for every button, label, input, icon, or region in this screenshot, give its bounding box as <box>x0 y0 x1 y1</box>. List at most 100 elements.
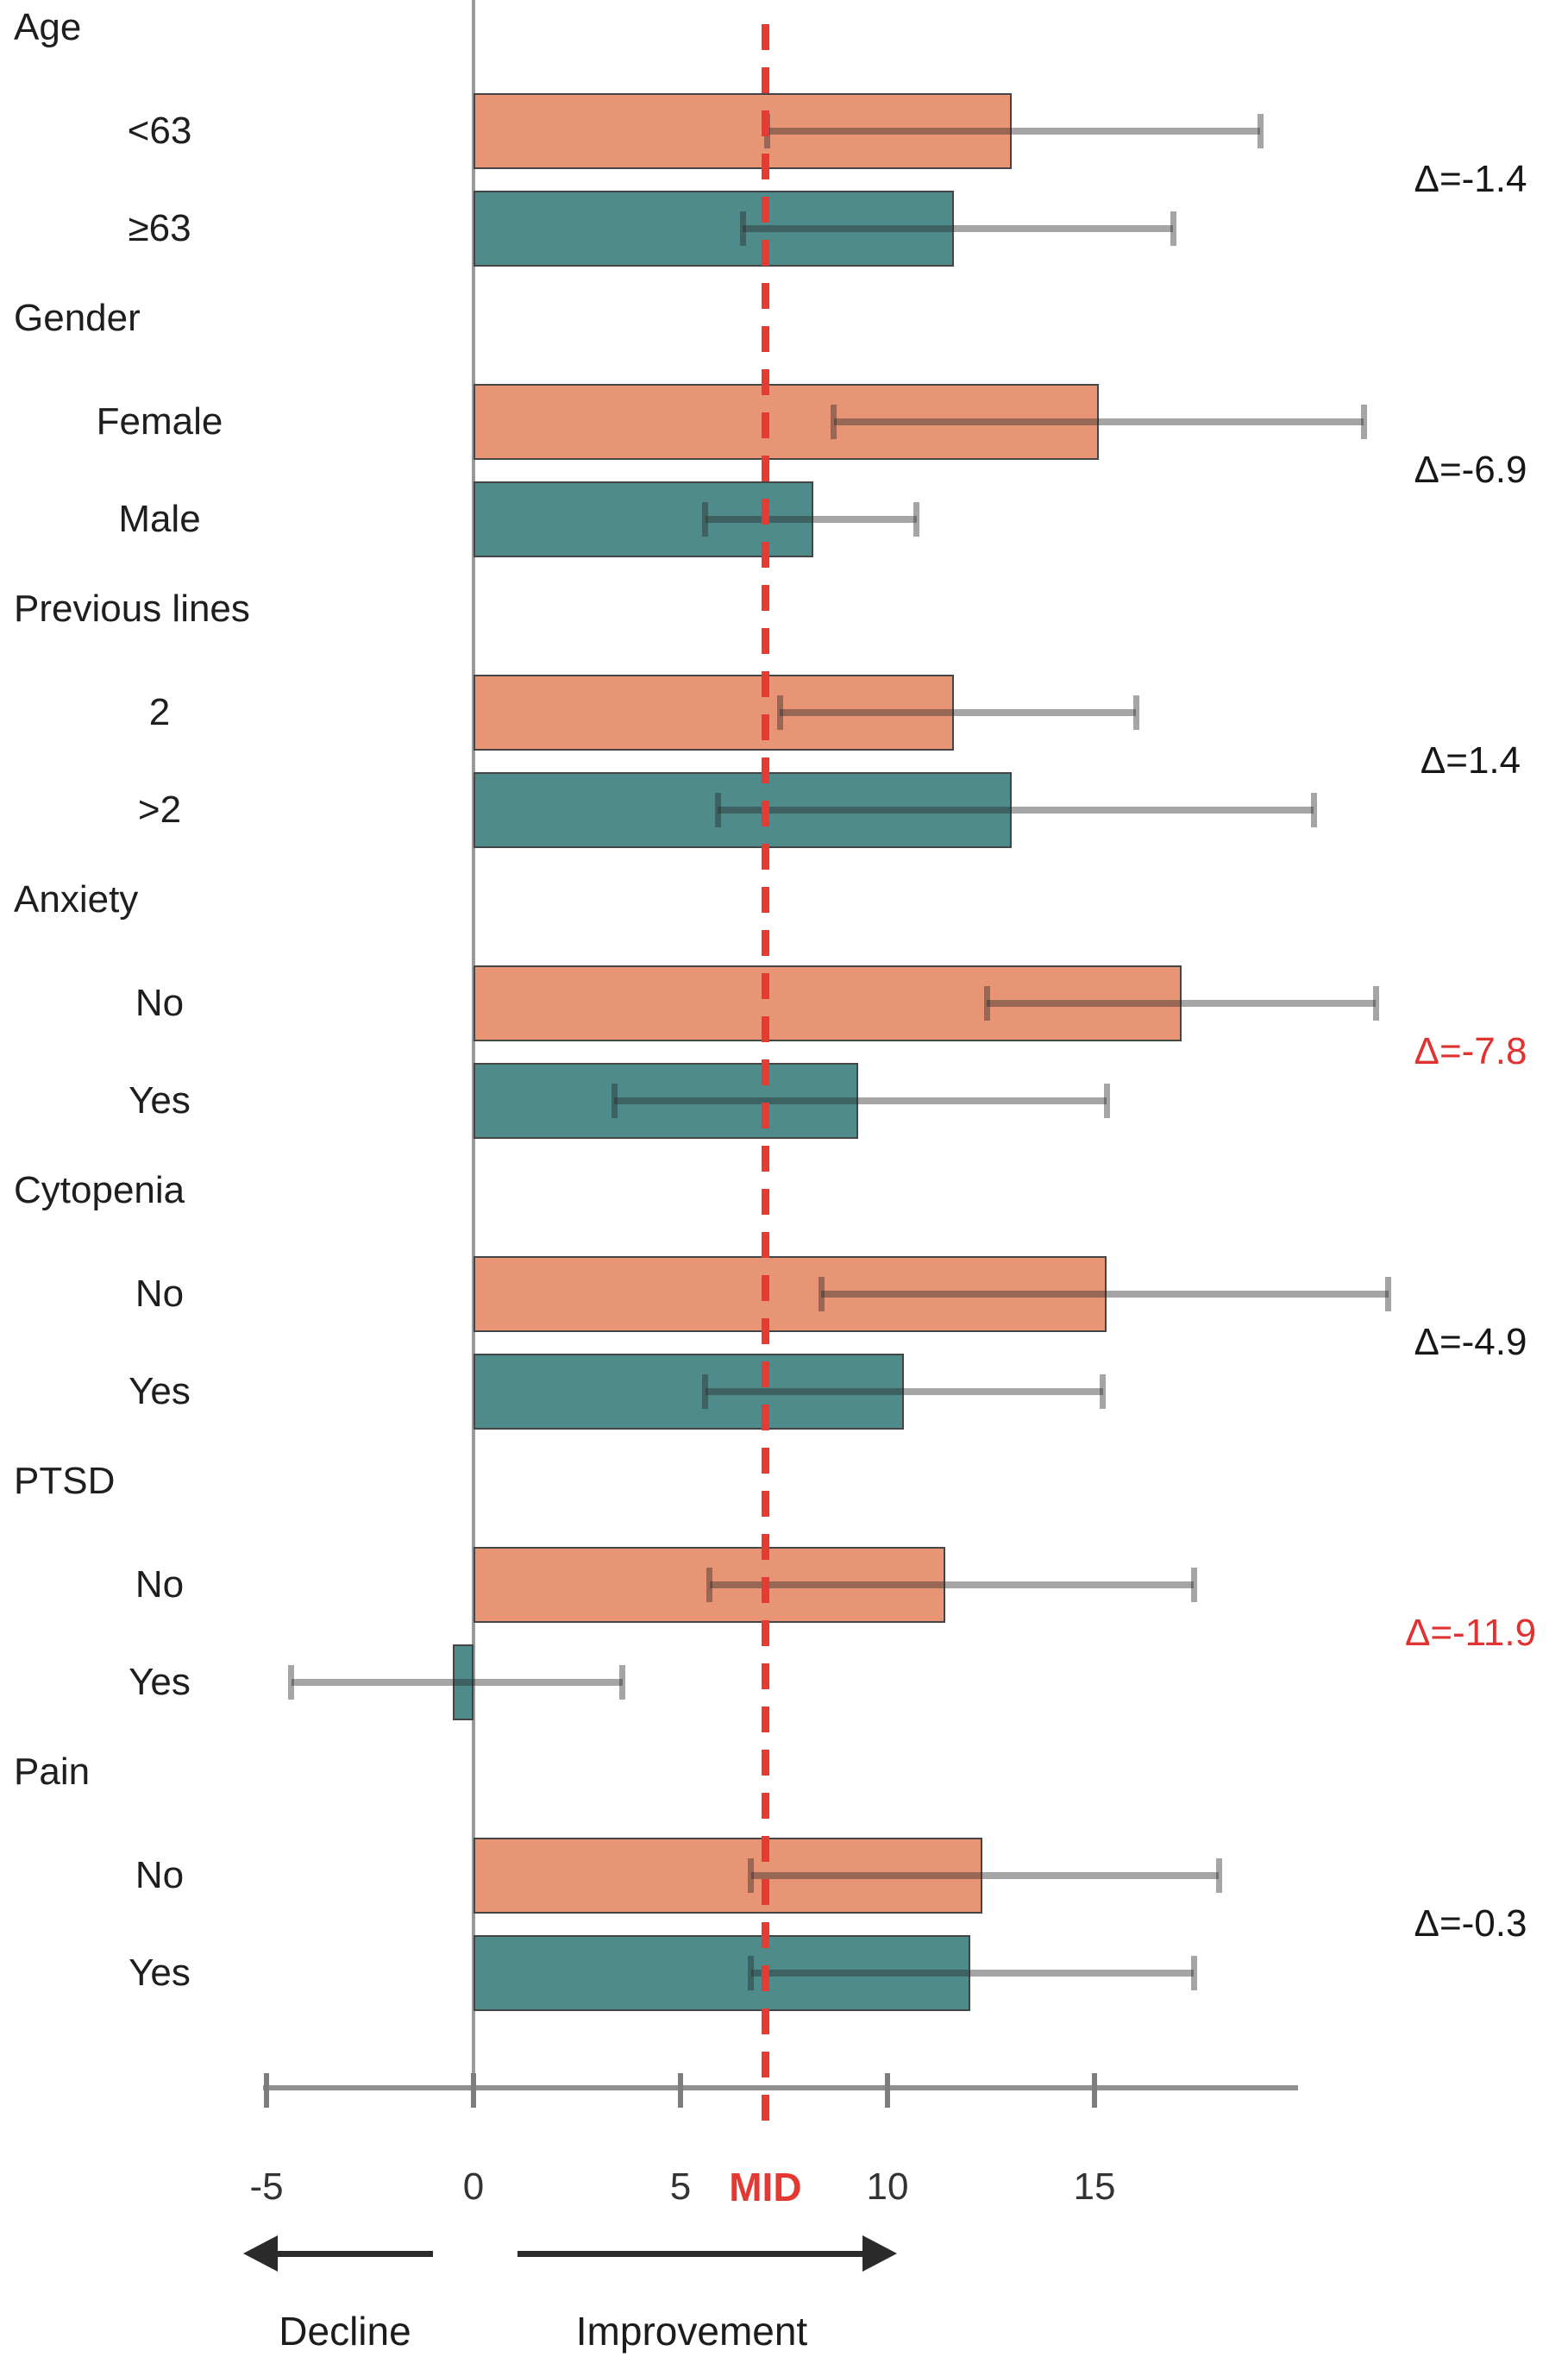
mid-reference-line <box>761 24 769 2121</box>
x-tick-mark <box>885 2073 890 2108</box>
group-label: Cytopenia <box>14 1169 185 1211</box>
bar-salmon <box>474 1838 983 1914</box>
error-bar-cap-high <box>1170 211 1176 246</box>
subgroup-label: Yes <box>129 1661 191 1703</box>
group-label: Pain <box>14 1751 91 1793</box>
decline-arrow-line <box>273 2251 433 2257</box>
error-bar <box>987 1000 1377 1007</box>
error-bar <box>821 1291 1389 1298</box>
improvement-arrow-head-icon <box>862 2235 897 2272</box>
error-bar-cap-high <box>1132 695 1139 730</box>
error-bar <box>750 1970 1195 1977</box>
error-bar-cap-high <box>1360 405 1367 439</box>
error-bar-cap-low <box>818 1277 825 1311</box>
error-bar-cap-low <box>702 1374 709 1409</box>
bar-salmon <box>474 1256 1107 1332</box>
improvement-label: Improvement <box>575 2309 808 2354</box>
error-bar-cap-low <box>776 695 783 730</box>
error-bar-cap-low <box>611 1084 618 1118</box>
error-bar <box>614 1097 1107 1104</box>
error-bar-cap-low <box>288 1665 295 1700</box>
subgroup-label: No <box>135 1854 185 1896</box>
subgroup-label: 2 <box>148 691 171 733</box>
zero-axis-line <box>472 0 475 2088</box>
subgroup-label: Male <box>118 498 201 540</box>
error-bar <box>780 709 1136 716</box>
decline-arrow-head-icon <box>243 2235 278 2272</box>
error-bar <box>767 128 1260 135</box>
delta-label: Δ=-6.9 <box>1414 449 1527 491</box>
subgroup-label: ≥63 <box>128 207 191 249</box>
x-tick-label: 0 <box>462 2165 485 2208</box>
x-tick-mark <box>264 2073 269 2108</box>
error-bar-cap-high <box>1190 1568 1197 1602</box>
bar-salmon <box>474 965 1182 1041</box>
decline-label: Decline <box>279 2309 411 2354</box>
error-bar <box>705 516 917 523</box>
subgroup-label: Yes <box>129 1370 191 1412</box>
error-bar <box>750 1872 1219 1879</box>
subgroup-label: Female <box>96 400 223 443</box>
error-bar-cap-low <box>748 1858 755 1893</box>
error-bar <box>718 807 1314 814</box>
error-bar <box>833 418 1364 425</box>
bar-teal <box>453 1644 474 1720</box>
group-label: Gender <box>14 297 141 339</box>
bar-salmon <box>474 675 954 751</box>
bar-teal <box>474 1063 859 1139</box>
error-bar-cap-low <box>831 405 837 439</box>
subgroup-label: No <box>135 1273 185 1315</box>
improvement-arrow-line <box>517 2251 862 2257</box>
error-bar-cap-low <box>739 211 746 246</box>
bar-teal <box>474 1935 970 2011</box>
error-bar-cap-high <box>619 1665 626 1700</box>
group-label: Age <box>14 6 82 48</box>
x-tick-mark <box>1092 2073 1097 2108</box>
x-tick-label: 5 <box>669 2165 692 2208</box>
error-bar-cap-high <box>1257 114 1264 148</box>
subgroup-label: Yes <box>129 1952 191 1994</box>
x-tick-label: 10 <box>866 2165 909 2208</box>
bar-teal <box>474 481 813 557</box>
error-bar <box>709 1581 1195 1588</box>
subgroup-label: Yes <box>129 1079 191 1122</box>
error-bar-cap-high <box>1215 1858 1222 1893</box>
bar-teal <box>474 772 1012 848</box>
error-bar <box>743 225 1174 232</box>
error-bar-cap-high <box>1372 986 1379 1021</box>
error-bar-cap-low <box>748 1956 755 1990</box>
delta-label: Δ=-11.9 <box>1404 1612 1537 1654</box>
x-tick-mark <box>471 2073 476 2108</box>
subgroup-label: No <box>135 982 185 1024</box>
subgroup-label: >2 <box>137 789 182 831</box>
error-bar-cap-low <box>702 502 709 537</box>
x-tick-mark <box>678 2073 683 2108</box>
subgroup-label: <63 <box>127 110 192 152</box>
x-tick-label: 15 <box>1073 2165 1116 2208</box>
error-bar-cap-high <box>1385 1277 1392 1311</box>
group-label: Anxiety <box>14 878 139 921</box>
bar-teal <box>474 1354 905 1430</box>
error-bar-cap-high <box>1190 1956 1197 1990</box>
bar-salmon <box>474 93 1012 169</box>
x-tick-label: -5 <box>249 2165 284 2208</box>
bar-salmon <box>474 1547 946 1623</box>
subgroup-label: No <box>135 1563 185 1606</box>
delta-label: Δ=1.4 <box>1420 739 1521 782</box>
error-bar <box>291 1679 623 1686</box>
delta-label: Δ=-7.8 <box>1414 1030 1527 1072</box>
x-axis-line <box>263 2085 1298 2090</box>
group-label: PTSD <box>14 1460 116 1502</box>
error-bar-cap-high <box>1103 1084 1110 1118</box>
error-bar-cap-low <box>706 1568 713 1602</box>
delta-label: Δ=-4.9 <box>1414 1321 1527 1363</box>
mid-tick-label: MID <box>729 2165 802 2209</box>
error-bar-cap-high <box>1100 1374 1107 1409</box>
error-bar-cap-low <box>983 986 990 1021</box>
error-bar <box>705 1388 1103 1395</box>
group-label: Previous lines <box>14 588 250 630</box>
bar-teal <box>474 191 954 267</box>
error-bar-cap-low <box>714 793 721 827</box>
delta-label: Δ=-1.4 <box>1414 158 1527 200</box>
